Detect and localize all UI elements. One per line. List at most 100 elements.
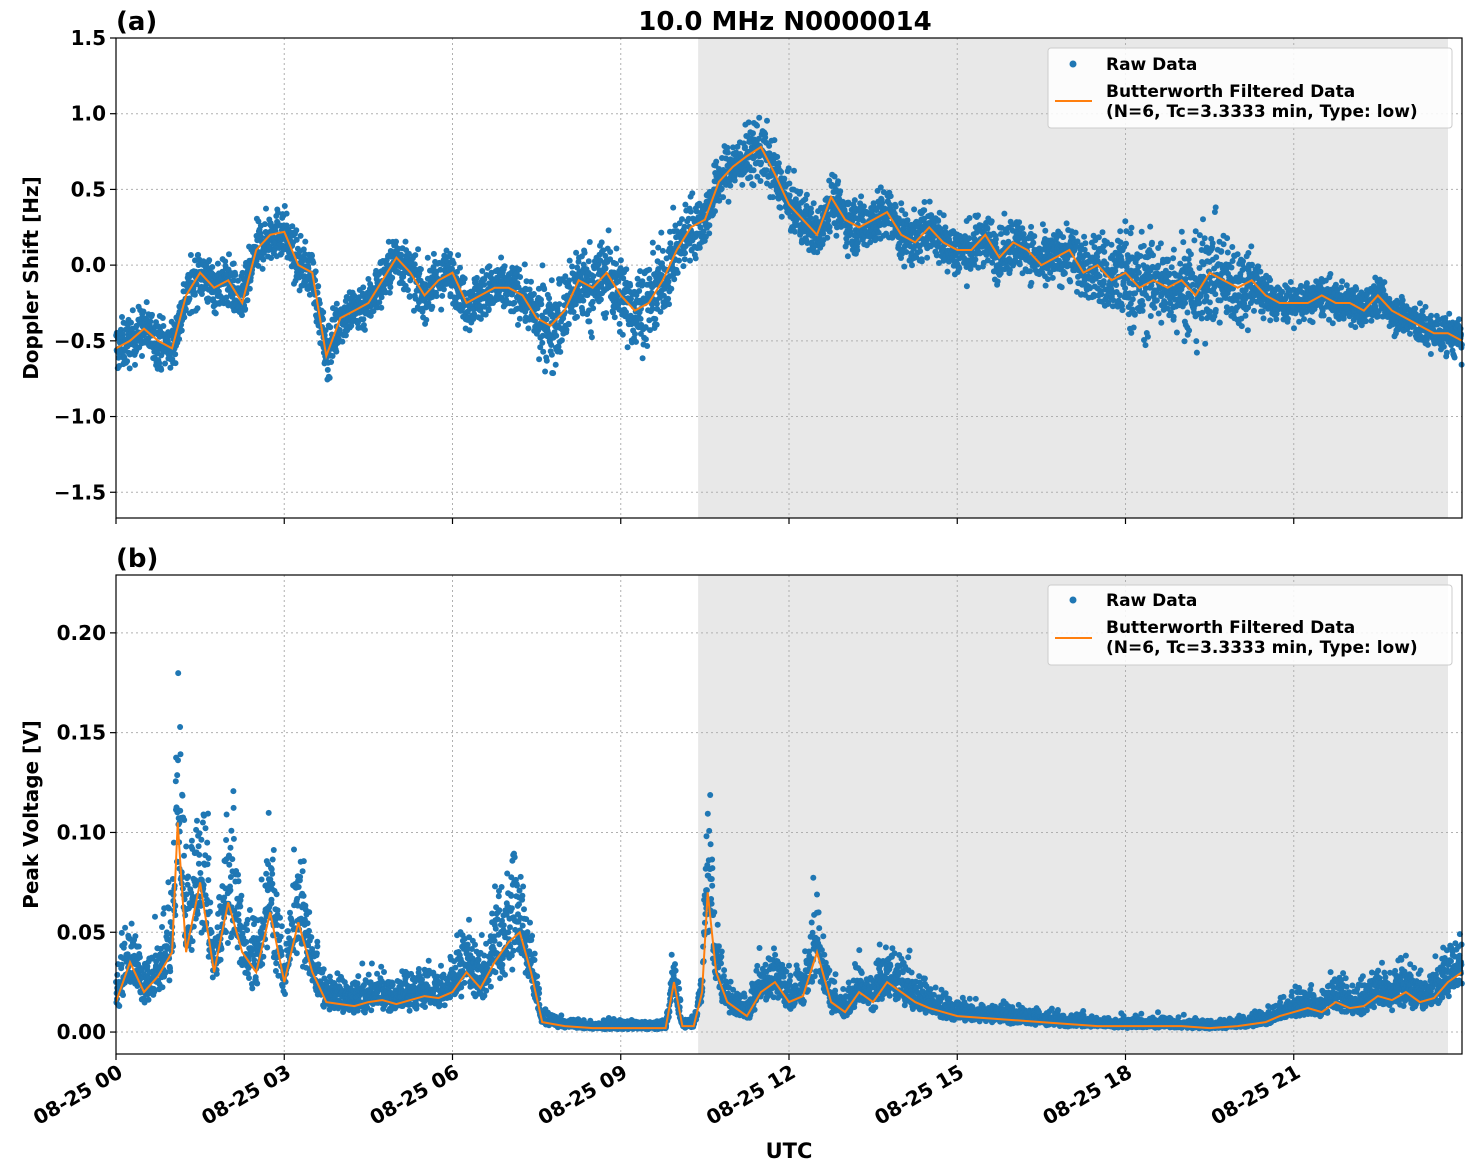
raw-point [775, 160, 782, 167]
raw-point [553, 332, 560, 339]
raw-point [1049, 274, 1056, 281]
raw-point [1178, 228, 1185, 235]
raw-point [1173, 329, 1180, 336]
raw-point [312, 268, 319, 275]
raw-point [192, 257, 198, 264]
raw-point [1260, 315, 1267, 322]
raw-point [810, 200, 817, 207]
raw-point [242, 306, 249, 312]
raw-point [825, 217, 832, 224]
raw-point [826, 228, 833, 235]
raw-point [543, 357, 550, 364]
raw-point [565, 321, 572, 328]
raw-point [1267, 277, 1274, 283]
raw-point [879, 199, 886, 206]
raw-point [781, 175, 788, 182]
raw-point [378, 304, 385, 311]
raw-point [681, 256, 688, 263]
raw-point [972, 256, 979, 263]
raw-point [769, 194, 776, 201]
raw-point [785, 165, 792, 172]
raw-point [824, 234, 831, 241]
raw-point [911, 206, 918, 213]
raw-point [1257, 268, 1264, 275]
raw-point [1016, 219, 1023, 226]
raw-point [1184, 309, 1191, 316]
raw-point [466, 327, 473, 334]
raw-point [438, 306, 445, 313]
raw-point [680, 263, 687, 270]
raw-point [602, 265, 609, 272]
raw-point [1122, 285, 1129, 292]
raw-point [566, 257, 573, 264]
raw-point [851, 197, 858, 204]
raw-point [757, 178, 764, 184]
raw-point [921, 199, 928, 205]
raw-point [1245, 250, 1252, 256]
raw-point [1138, 228, 1145, 235]
raw-point [244, 297, 251, 304]
raw-point [515, 321, 521, 328]
raw-point [415, 246, 422, 253]
raw-point [1149, 239, 1155, 246]
raw-point [324, 366, 331, 373]
raw-point [164, 338, 171, 345]
raw-point [1061, 270, 1068, 277]
raw-point [659, 247, 666, 254]
raw-point [858, 193, 865, 200]
raw-point [1301, 316, 1307, 323]
raw-point [1127, 230, 1134, 237]
raw-point [774, 153, 781, 160]
raw-point [1042, 227, 1049, 234]
raw-point [1353, 285, 1360, 292]
raw-point [1100, 278, 1107, 285]
raw-point [921, 207, 928, 214]
raw-point [956, 265, 963, 272]
raw-point [1209, 240, 1216, 247]
raw-point [984, 225, 991, 232]
raw-point [239, 312, 245, 319]
raw-point [293, 227, 300, 234]
raw-point [187, 252, 194, 258]
raw-point [1220, 241, 1227, 248]
raw-point [1128, 224, 1135, 231]
raw-point [457, 264, 463, 271]
raw-point [963, 283, 970, 290]
raw-point [223, 294, 230, 301]
raw-point [209, 264, 216, 270]
raw-point [160, 323, 167, 329]
raw-point [1186, 327, 1193, 334]
raw-point [633, 338, 639, 345]
raw-point [181, 314, 188, 321]
raw-point [924, 254, 931, 261]
raw-point [1224, 249, 1231, 256]
raw-point [1177, 260, 1184, 267]
raw-point [988, 218, 995, 225]
raw-point [1180, 239, 1187, 246]
raw-point [1202, 340, 1209, 347]
raw-point [771, 137, 778, 144]
raw-point [903, 249, 910, 255]
raw-point [1129, 296, 1136, 303]
raw-point [671, 276, 678, 283]
raw-point [1340, 315, 1347, 322]
raw-point [195, 251, 202, 258]
raw-point [302, 238, 309, 245]
raw-point [281, 203, 288, 209]
raw-point [1228, 264, 1235, 271]
raw-point [792, 196, 799, 203]
raw-point [1229, 244, 1236, 250]
raw-point [786, 180, 793, 187]
raw-point [1284, 315, 1291, 322]
raw-point [706, 222, 713, 229]
raw-point [713, 158, 720, 165]
raw-point [439, 292, 446, 299]
raw-point [481, 281, 488, 288]
raw-point [1259, 308, 1266, 315]
raw-point [670, 204, 677, 211]
raw-point [147, 318, 154, 325]
raw-point [212, 310, 219, 317]
raw-point [389, 274, 396, 281]
raw-point [619, 331, 626, 338]
raw-point [1234, 251, 1241, 258]
